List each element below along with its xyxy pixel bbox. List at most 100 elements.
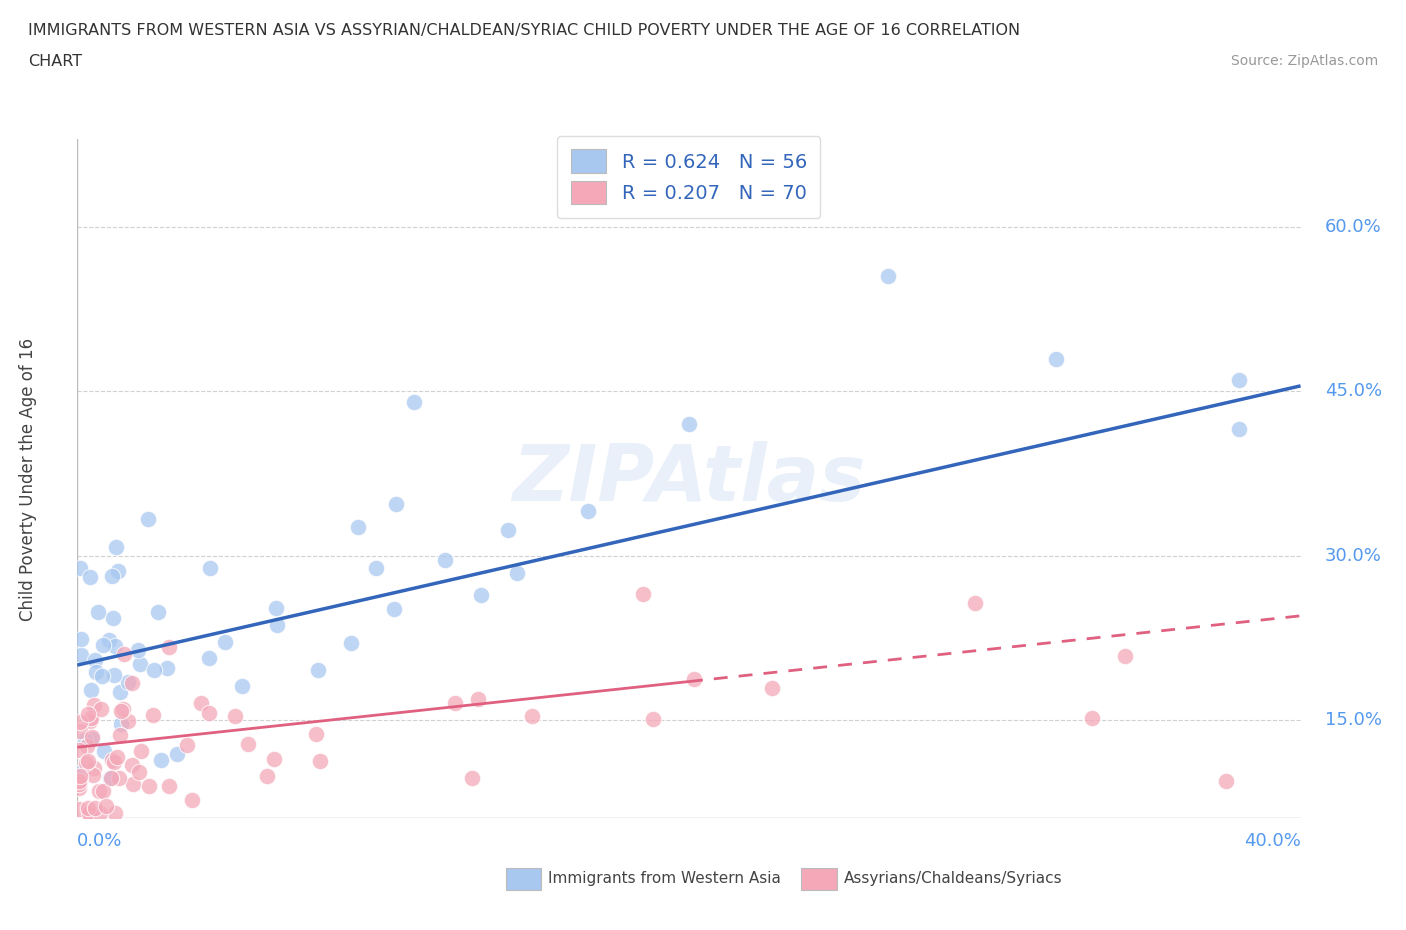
Point bbox=[307, 663, 329, 678]
Point bbox=[214, 635, 236, 650]
Point bbox=[69, 768, 91, 783]
Point bbox=[112, 701, 135, 716]
Text: 15.0%: 15.0% bbox=[1324, 711, 1382, 729]
Point bbox=[263, 751, 285, 766]
Point bbox=[79, 570, 101, 585]
Point bbox=[641, 711, 664, 726]
Point bbox=[146, 604, 169, 619]
Point bbox=[67, 742, 90, 757]
Point bbox=[876, 269, 898, 284]
Point bbox=[87, 604, 110, 619]
Point bbox=[75, 755, 97, 770]
Point bbox=[180, 792, 202, 807]
Point bbox=[166, 747, 188, 762]
Point bbox=[157, 779, 180, 794]
Point bbox=[77, 801, 100, 816]
Text: 40.0%: 40.0% bbox=[1244, 831, 1301, 849]
Point bbox=[190, 696, 212, 711]
Point bbox=[382, 602, 405, 617]
Point bbox=[69, 715, 91, 730]
Point bbox=[83, 761, 105, 776]
Point bbox=[79, 713, 101, 728]
Point bbox=[69, 560, 91, 575]
Point bbox=[682, 671, 704, 686]
Point bbox=[110, 716, 132, 731]
Point bbox=[112, 646, 135, 661]
Point bbox=[129, 743, 152, 758]
Text: ZIPAtlas: ZIPAtlas bbox=[512, 441, 866, 517]
Point bbox=[1114, 649, 1136, 664]
Text: CHART: CHART bbox=[28, 54, 82, 69]
Point bbox=[198, 706, 221, 721]
Point bbox=[631, 587, 654, 602]
Point bbox=[117, 714, 139, 729]
Point bbox=[129, 657, 152, 671]
Point bbox=[80, 711, 103, 725]
Point bbox=[117, 674, 139, 689]
Point bbox=[104, 805, 127, 820]
Point bbox=[444, 696, 467, 711]
Point bbox=[101, 753, 124, 768]
Point bbox=[77, 805, 100, 820]
Point bbox=[136, 512, 159, 526]
Point bbox=[433, 552, 456, 567]
Point bbox=[231, 678, 253, 693]
Point bbox=[67, 802, 90, 817]
Point bbox=[103, 668, 125, 683]
Point bbox=[70, 648, 93, 663]
Point bbox=[101, 611, 124, 626]
Point bbox=[91, 637, 114, 652]
Point bbox=[138, 778, 160, 793]
Point bbox=[103, 755, 125, 770]
Point bbox=[90, 701, 112, 716]
Point bbox=[347, 520, 370, 535]
Point bbox=[385, 497, 408, 512]
Text: IMMIGRANTS FROM WESTERN ASIA VS ASSYRIAN/CHALDEAN/SYRIAC CHILD POVERTY UNDER THE: IMMIGRANTS FROM WESTERN ASIA VS ASSYRIAN… bbox=[28, 23, 1021, 38]
Point bbox=[121, 676, 143, 691]
Point bbox=[98, 632, 121, 647]
Point bbox=[89, 783, 111, 798]
Point bbox=[100, 770, 122, 785]
Text: 30.0%: 30.0% bbox=[1324, 547, 1382, 565]
Point bbox=[236, 737, 259, 751]
Point bbox=[366, 561, 388, 576]
Point bbox=[467, 691, 489, 706]
Point bbox=[176, 737, 198, 752]
Text: Source: ZipAtlas.com: Source: ZipAtlas.com bbox=[1230, 54, 1378, 68]
Point bbox=[96, 799, 118, 814]
Point bbox=[84, 665, 107, 680]
Point bbox=[198, 561, 221, 576]
Point bbox=[89, 805, 111, 820]
Point bbox=[761, 680, 783, 695]
Point bbox=[108, 727, 131, 742]
Point bbox=[496, 523, 519, 538]
Point bbox=[107, 564, 129, 578]
Point bbox=[461, 771, 484, 786]
Text: Assyrians/Chaldeans/Syriacs: Assyrians/Chaldeans/Syriacs bbox=[844, 871, 1062, 886]
Point bbox=[75, 732, 97, 747]
Point bbox=[70, 632, 93, 647]
Point bbox=[108, 771, 131, 786]
Text: Child Poverty Under the Age of 16: Child Poverty Under the Age of 16 bbox=[20, 338, 38, 620]
Point bbox=[264, 601, 287, 616]
Legend: R = 0.624   N = 56, R = 0.207   N = 70: R = 0.624 N = 56, R = 0.207 N = 70 bbox=[557, 136, 821, 219]
Point bbox=[76, 753, 98, 768]
Point bbox=[470, 587, 492, 602]
Point bbox=[506, 565, 529, 580]
Text: 45.0%: 45.0% bbox=[1324, 382, 1382, 400]
Point bbox=[83, 800, 105, 815]
Point bbox=[67, 780, 90, 795]
Point bbox=[121, 757, 143, 772]
Point bbox=[104, 539, 127, 554]
Point bbox=[305, 727, 328, 742]
Point bbox=[522, 709, 544, 724]
Point bbox=[76, 707, 98, 722]
Point bbox=[121, 777, 143, 791]
Point bbox=[69, 774, 91, 789]
Point bbox=[142, 662, 165, 677]
Point bbox=[83, 653, 105, 668]
Point bbox=[93, 784, 115, 799]
Point bbox=[67, 773, 90, 788]
Point bbox=[256, 768, 278, 783]
Point bbox=[105, 750, 128, 764]
